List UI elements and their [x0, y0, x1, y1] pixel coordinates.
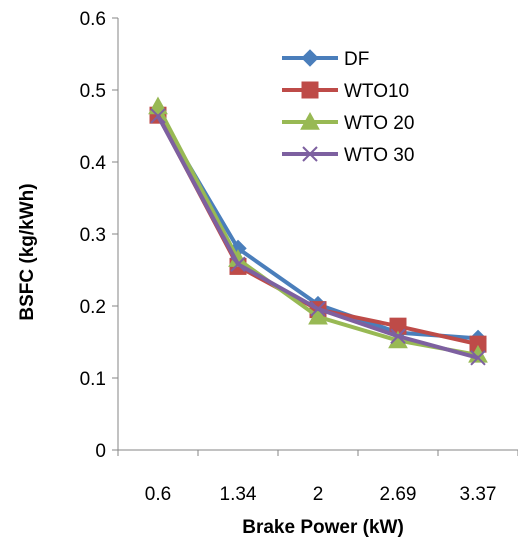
- marker-stroke: [302, 146, 318, 162]
- legend-entry: DF: [282, 49, 369, 70]
- series-layer: [148, 96, 488, 366]
- x-tick-label: 3.37: [460, 484, 497, 505]
- legend-marker: [302, 146, 318, 162]
- x-tick-label: 1.34: [220, 484, 257, 505]
- legend-label: WTO10: [344, 81, 409, 102]
- series-wto-30: [150, 108, 486, 366]
- x-tick-label: 2: [313, 484, 324, 505]
- marker-stroke: [310, 301, 326, 317]
- legend-label: WTO 20: [344, 113, 414, 134]
- legend-marker: [301, 81, 319, 99]
- x-tick-label: 0.6: [145, 484, 171, 505]
- legend-marker: [301, 49, 319, 67]
- marker-stroke: [150, 108, 166, 124]
- y-tick-label: 0.1: [80, 369, 106, 390]
- y-tick-label: 0.2: [80, 297, 106, 318]
- legend: DF WTO10 WTO 20 WTO 30: [282, 49, 414, 166]
- data-point: [150, 108, 166, 124]
- data-point: [310, 301, 326, 317]
- marker-stroke: [470, 350, 486, 366]
- y-tick-label: 0.3: [80, 225, 106, 246]
- data-point: [148, 96, 168, 115]
- legend-marker: [300, 111, 320, 130]
- legend-entry: WTO10: [282, 81, 409, 102]
- axes: 0 0.1 0.2 0.3 0.4 0.5 0.6 0.6 1.34 2 2.69 3.37: [80, 9, 518, 505]
- marker-stroke: [390, 328, 406, 344]
- marker-stroke: [230, 256, 246, 272]
- series-wto-20: [148, 96, 488, 363]
- data-point: [230, 256, 246, 272]
- data-point: [308, 306, 328, 325]
- legend-entry: WTO 30: [282, 145, 414, 166]
- y-axis-title: BSFC (kg/kWh): [17, 183, 38, 320]
- legend-label: WTO 30: [344, 145, 414, 166]
- x-tick-label: 2.69: [380, 484, 417, 505]
- data-point: [470, 350, 486, 366]
- legend-label: DF: [344, 49, 369, 70]
- y-tick-label: 0.4: [80, 153, 107, 174]
- legend-entry: WTO 20: [282, 111, 414, 134]
- data-point: [390, 328, 406, 344]
- y-tick-label: 0.6: [80, 9, 106, 30]
- y-tick-label: 0: [95, 441, 106, 462]
- y-tick-label: 0.5: [80, 81, 106, 102]
- x-axis-title: Brake Power (kW): [242, 517, 404, 538]
